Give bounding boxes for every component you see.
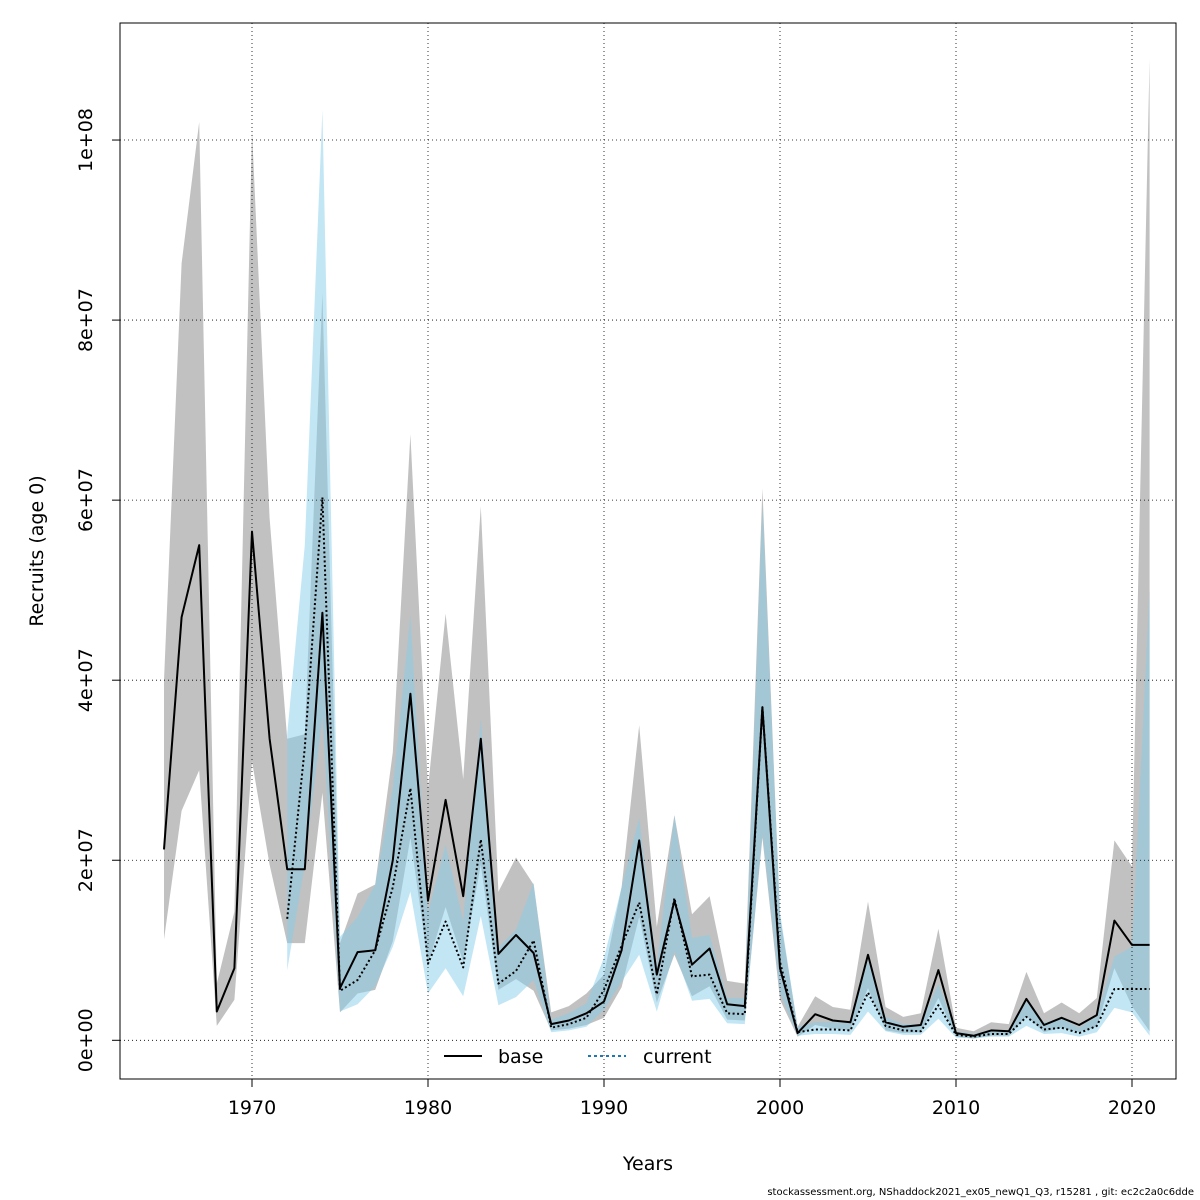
x-axis-title: Years	[622, 1153, 673, 1175]
confidence-bands	[164, 59, 1150, 1039]
y-axis: 0e+00 2e+07 4e+07 6e+07 8e+07 1e+08	[75, 108, 120, 1072]
legend-base-label: base	[498, 1046, 543, 1068]
legend: base current	[444, 1046, 712, 1068]
x-axis: 1970 1980 1990 2000 2010 2020	[228, 1079, 1156, 1119]
grid-lines	[120, 23, 1176, 1079]
x-tick-label-1980: 1980	[404, 1097, 452, 1119]
current-series-line	[286, 496, 1150, 1038]
y-tick-label-2: 4e+07	[75, 648, 97, 712]
y-tick-label-1: 2e+07	[75, 828, 97, 892]
y-tick-label-3: 6e+07	[75, 468, 97, 532]
x-tick-label-1970: 1970	[228, 1097, 276, 1119]
x-tick-label-1990: 1990	[580, 1097, 628, 1119]
footer-credit: stockassessment.org, NShaddock2021_ex05_…	[767, 1187, 1194, 1198]
y-tick-label-5: 1e+08	[75, 108, 97, 172]
base-series-line	[163, 530, 1150, 1037]
series-lines	[163, 496, 1150, 1038]
x-tick-label-2010: 2010	[932, 1097, 980, 1119]
current-confidence-band	[287, 110, 1150, 1039]
plot-frame	[119, 22, 1177, 1080]
x-tick-label-2020: 2020	[1108, 1097, 1156, 1119]
x-tick-label-2000: 2000	[756, 1097, 804, 1119]
y-tick-label-4: 8e+07	[75, 288, 97, 352]
y-axis-title: Recruits (age 0)	[26, 475, 48, 626]
y-tick-label-0: 0e+00	[75, 1008, 97, 1072]
legend-current-label: current	[643, 1046, 712, 1068]
